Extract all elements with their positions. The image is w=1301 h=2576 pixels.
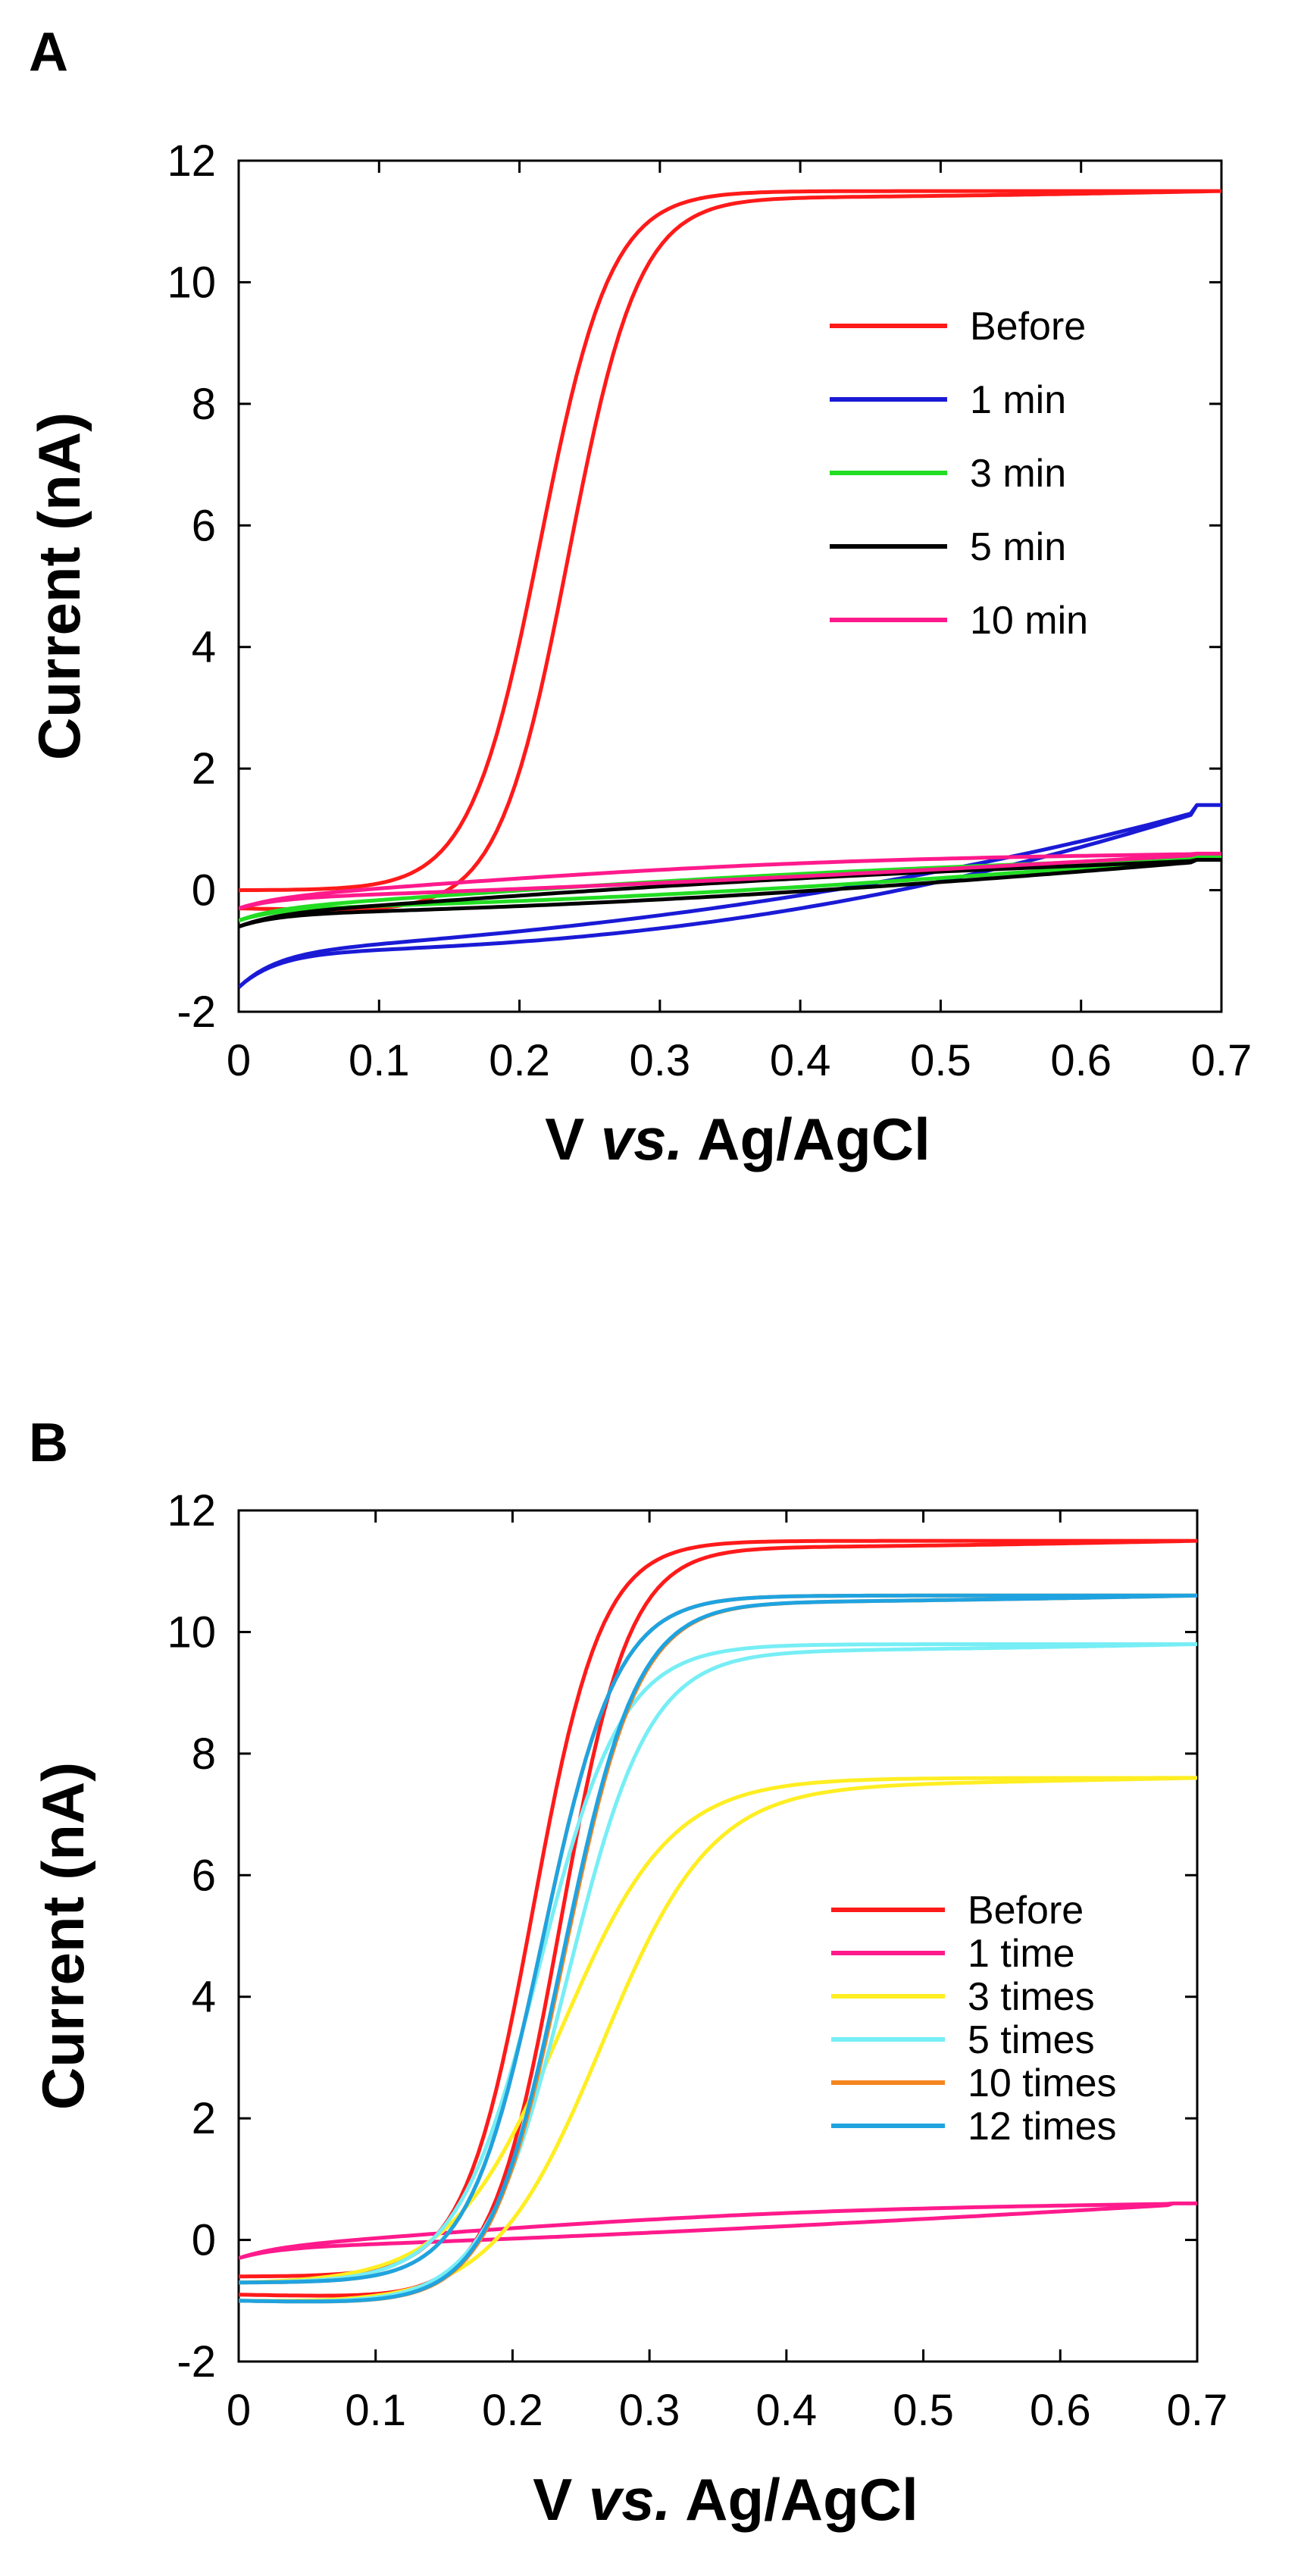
panel-b-legend-5-times-label: 5 times <box>968 2018 1095 2062</box>
panel-b-y-tick-label: 8 <box>192 1729 216 1779</box>
panel-b-y-tick-label: -2 <box>177 2337 216 2387</box>
panel-a-y-tick-label: 12 <box>167 136 216 186</box>
panel-a-series-1-min-line <box>239 803 1221 989</box>
panel-b-x-tick-label: 0.5 <box>893 2386 954 2435</box>
panel-b-legend-10-times-label: 10 times <box>968 2061 1117 2105</box>
panel-b-y-tick-label: 4 <box>192 1973 216 2022</box>
panel-a-series-10-min-line <box>239 851 1221 911</box>
panel-b-x-tick-label: 0.1 <box>345 2386 406 2435</box>
panel-b-x-tick-label: 0.4 <box>756 2386 818 2435</box>
panel-b-legend-before-label: Before <box>968 1889 1084 1933</box>
panel-b-legend-3-times-label: 3 times <box>968 1975 1095 2019</box>
panel-b-y-axis-title: Current (nA) <box>30 1762 96 2110</box>
panel-a-x-axis-title: V vs. Ag/AgCl <box>545 1106 930 1172</box>
panel-b-y-tick-label: 10 <box>167 1607 216 1657</box>
panel-b-legend-12-times-label: 12 times <box>968 2105 1117 2149</box>
panel-a-x-tick-label: 0.4 <box>770 1036 831 1085</box>
panel-b-legend-1-time-label: 1 time <box>968 1932 1075 1976</box>
panel-b-y-tick-label: 12 <box>167 1486 216 1535</box>
panel-a-series-before-line <box>239 189 1221 912</box>
panel-b-series-1-time-line <box>239 2201 1197 2261</box>
panel-b-series-3-times-line <box>239 1776 1197 2303</box>
panel-a-x-tick-label: 0.5 <box>910 1036 971 1085</box>
panel-b-y-tick-label: 0 <box>192 2216 216 2265</box>
panel-b-series-before-line <box>239 1538 1197 2298</box>
panel-a-y-tick-label: 8 <box>192 380 216 429</box>
panel-a-plot-frame <box>237 159 1223 1013</box>
panel-b-y-tick-label: 2 <box>192 2094 216 2143</box>
panel-a-x-tick-label: 0.2 <box>489 1036 550 1085</box>
panel-b-x-tick-label: 0.7 <box>1167 2386 1228 2435</box>
panel-a-y-tick-label: 10 <box>167 258 216 307</box>
panel-b-x-tick-label: 0.2 <box>482 2386 543 2435</box>
panel-a-legend-5-min-label: 5 min <box>970 525 1066 569</box>
panel-label-a: A <box>29 22 68 83</box>
panel-b-series-12-times-line <box>239 1593 1197 2304</box>
panel-b-series-5-times-line <box>239 1642 1197 2303</box>
panel-a-y-tick-label: 2 <box>192 744 216 793</box>
panel-a-x-tick-label: 0.3 <box>630 1036 691 1085</box>
panel-b-x-tick-label: 0 <box>227 2386 251 2435</box>
panel-a-legend-10-min-label: 10 min <box>970 599 1088 643</box>
panel-a-y-tick-label: 0 <box>192 866 216 916</box>
panel-a-legend-before-label: Before <box>970 305 1086 349</box>
panel-a-x-tick-label: 0 <box>227 1036 251 1085</box>
panel-b-x-axis-title: V vs. Ag/AgCl <box>533 2466 918 2533</box>
panel-a-y-tick-label: 6 <box>192 501 216 550</box>
panel-a-y-tick-label: -2 <box>177 988 216 1037</box>
panel-a-x-tick-label: 0.6 <box>1050 1036 1112 1085</box>
panel-a-y-tick-label: 4 <box>192 623 216 672</box>
panel-label-b: B <box>29 1413 68 1473</box>
panel-a-legend-1-min-label: 1 min <box>970 378 1066 422</box>
panel-b-x-tick-label: 0.3 <box>619 2386 680 2435</box>
panel-b-x-tick-label: 0.6 <box>1030 2386 1091 2435</box>
panel-a-legend-3-min-label: 3 min <box>970 452 1066 496</box>
panel-b-plot-frame <box>237 1509 1199 2363</box>
panel-b-y-tick-label: 6 <box>192 1851 216 1900</box>
panel-a-series-5-min-line <box>239 858 1221 929</box>
panel-a-x-tick-label: 0.1 <box>349 1036 410 1085</box>
panel-a-x-tick-label: 0.7 <box>1191 1036 1253 1085</box>
panel-a-y-axis-title: Current (nA) <box>26 412 92 760</box>
